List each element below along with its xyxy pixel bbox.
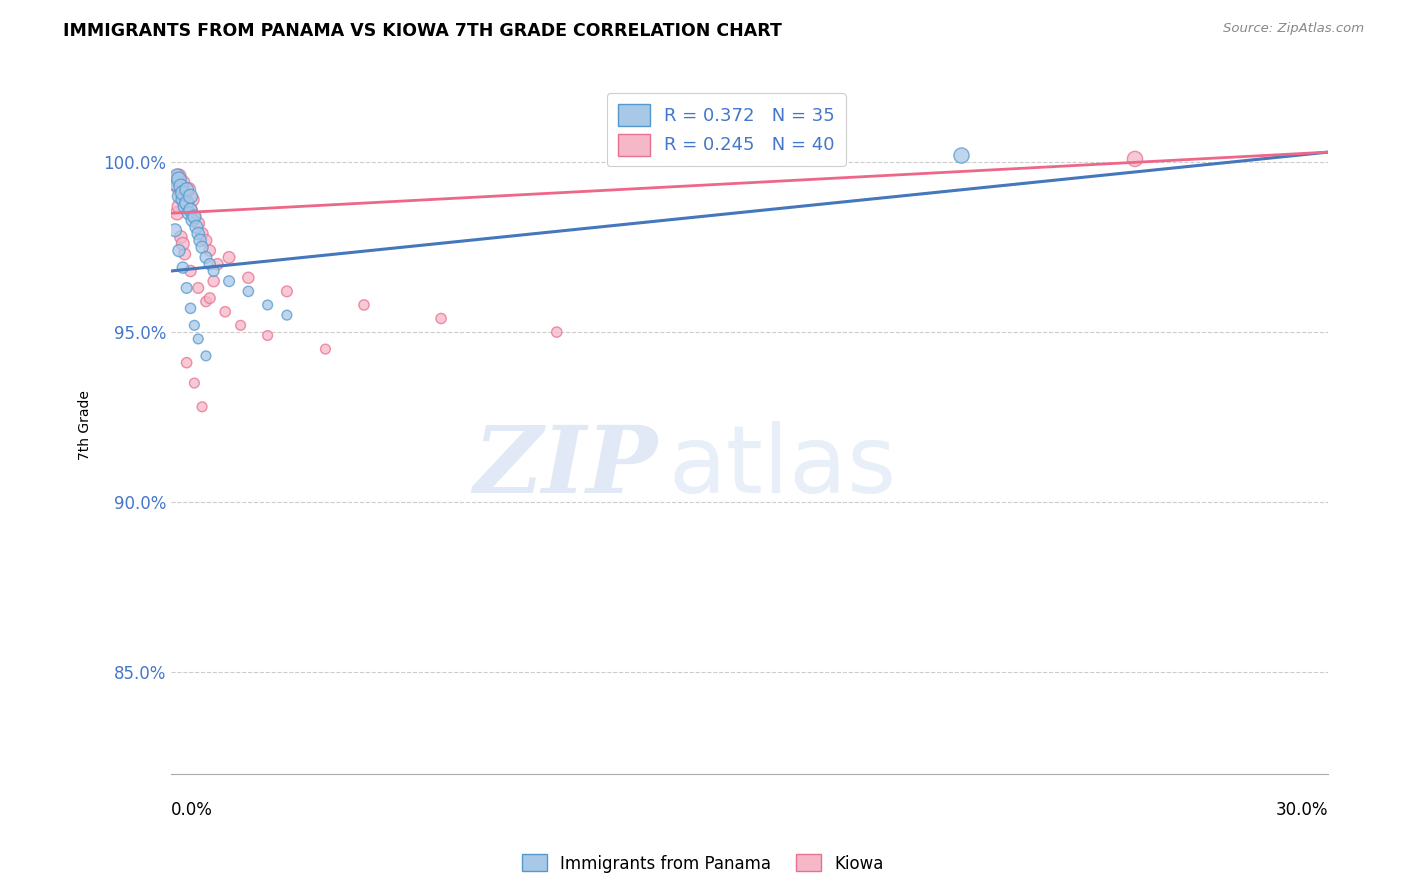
Point	[176, 281, 198, 295]
Text: 30.0%: 30.0%	[1275, 801, 1327, 820]
Point	[183, 210, 205, 224]
Point	[256, 298, 278, 312]
Point	[166, 169, 188, 183]
Text: atlas: atlas	[668, 421, 897, 513]
Point	[172, 186, 194, 200]
Point	[218, 274, 240, 288]
Y-axis label: 7th Grade: 7th Grade	[79, 391, 93, 460]
Point	[173, 199, 195, 213]
Point	[176, 182, 198, 196]
Point	[166, 206, 188, 220]
Point	[166, 179, 188, 194]
Point	[1123, 152, 1146, 166]
Point	[218, 251, 240, 265]
Point	[198, 244, 221, 258]
Point	[173, 189, 195, 203]
Legend: Immigrants from Panama, Kiowa: Immigrants from Panama, Kiowa	[516, 847, 890, 880]
Point	[191, 227, 214, 241]
Point	[950, 148, 973, 162]
Point	[183, 318, 205, 333]
Legend: R = 0.372   N = 35, R = 0.245   N = 40: R = 0.372 N = 35, R = 0.245 N = 40	[606, 94, 846, 167]
Point	[187, 227, 209, 241]
Point	[181, 193, 204, 207]
Point	[183, 210, 205, 224]
Point	[172, 236, 194, 251]
Point	[177, 182, 200, 196]
Point	[165, 172, 187, 186]
Point	[167, 244, 190, 258]
Point	[198, 291, 221, 305]
Point	[176, 196, 198, 211]
Point	[276, 308, 298, 322]
Point	[167, 189, 190, 203]
Point	[165, 176, 187, 190]
Point	[194, 251, 217, 265]
Point	[180, 264, 202, 278]
Text: 0.0%: 0.0%	[172, 801, 214, 820]
Point	[202, 264, 225, 278]
Point	[207, 257, 229, 271]
Point	[202, 274, 225, 288]
Point	[229, 318, 252, 333]
Point	[198, 257, 221, 271]
Point	[187, 217, 209, 231]
Point	[180, 189, 202, 203]
Text: IMMIGRANTS FROM PANAMA VS KIOWA 7TH GRADE CORRELATION CHART: IMMIGRANTS FROM PANAMA VS KIOWA 7TH GRAD…	[63, 22, 782, 40]
Point	[546, 325, 568, 339]
Point	[430, 311, 453, 326]
Point	[173, 247, 195, 261]
Point	[167, 169, 190, 183]
Text: ZIP: ZIP	[472, 422, 657, 512]
Point	[172, 260, 194, 275]
Point	[172, 193, 194, 207]
Point	[170, 230, 193, 244]
Point	[256, 328, 278, 343]
Point	[165, 223, 187, 237]
Point	[167, 172, 190, 186]
Point	[188, 234, 211, 248]
Point	[194, 349, 217, 363]
Point	[314, 342, 336, 356]
Point	[176, 356, 198, 370]
Point	[181, 213, 204, 227]
Point	[180, 301, 202, 316]
Point	[194, 234, 217, 248]
Point	[180, 202, 202, 217]
Text: Source: ZipAtlas.com: Source: ZipAtlas.com	[1223, 22, 1364, 36]
Point	[214, 304, 236, 318]
Point	[238, 270, 260, 285]
Point	[186, 219, 208, 234]
Point	[276, 285, 298, 299]
Point	[167, 199, 190, 213]
Point	[172, 176, 194, 190]
Point	[177, 206, 200, 220]
Point	[194, 294, 217, 309]
Point	[170, 179, 193, 194]
Point	[187, 332, 209, 346]
Point	[170, 186, 193, 200]
Point	[183, 376, 205, 390]
Point	[353, 298, 375, 312]
Point	[238, 285, 260, 299]
Point	[187, 281, 209, 295]
Point	[180, 202, 202, 217]
Point	[191, 400, 214, 414]
Point	[191, 240, 214, 254]
Point	[176, 196, 198, 211]
